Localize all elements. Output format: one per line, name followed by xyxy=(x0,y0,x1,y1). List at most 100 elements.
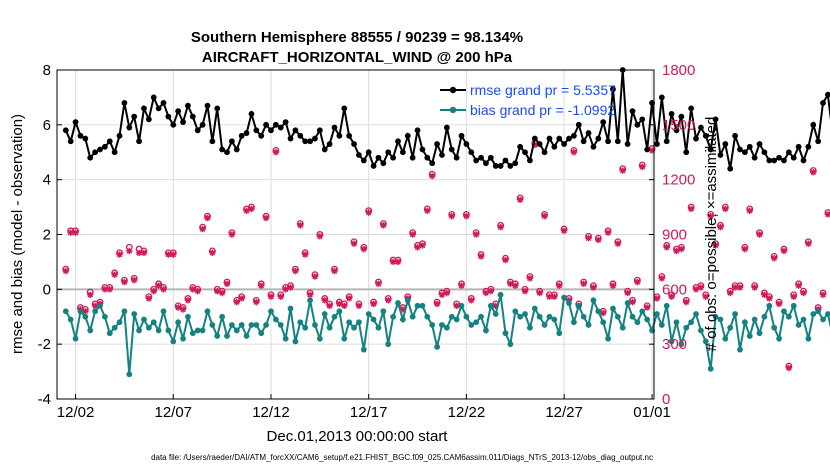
obs-assimilated-point xyxy=(370,300,377,308)
bias-point xyxy=(717,316,724,323)
bias-point xyxy=(683,324,690,331)
obs-assimilated-point xyxy=(687,205,695,213)
obs-assimilated-point xyxy=(443,289,451,297)
bias-point xyxy=(790,302,797,309)
bias-point xyxy=(678,341,685,348)
bias-point xyxy=(639,308,646,315)
obs-assimilated-point xyxy=(228,231,236,238)
bias-point xyxy=(62,308,69,315)
rmse-point xyxy=(614,138,621,145)
obs-assimilated-point xyxy=(448,213,455,220)
x-tick-label: 12/12 xyxy=(252,404,290,421)
y-axis-label-right: # of obs: o=possible; ×=assimilated xyxy=(703,117,720,352)
rmse-point xyxy=(439,152,445,158)
rmse-point xyxy=(741,149,748,156)
rmse-point xyxy=(106,138,113,145)
bias-point xyxy=(331,313,338,320)
rmse-point xyxy=(356,152,362,158)
bias-point xyxy=(658,322,665,328)
rmse-point xyxy=(497,163,504,169)
rmse-point xyxy=(180,119,186,125)
bias-point xyxy=(106,330,113,337)
rmse-point xyxy=(395,138,401,145)
bias-point xyxy=(771,324,778,331)
bias-point xyxy=(341,335,348,342)
rmse-point xyxy=(424,154,431,161)
bias-point xyxy=(624,300,631,306)
bias-point xyxy=(781,308,787,315)
obs-assimilated-point xyxy=(824,211,830,218)
obs-assimilated-point xyxy=(619,167,626,174)
obs-assimilated-point xyxy=(385,297,392,304)
obs-assimilated-point xyxy=(297,222,304,229)
rmse-point xyxy=(825,91,830,98)
rmse-point xyxy=(204,102,211,109)
rmse-point xyxy=(228,138,235,145)
bias-point xyxy=(707,365,714,372)
bias-point xyxy=(825,311,830,317)
bias-point xyxy=(614,313,621,320)
bias-point xyxy=(409,313,416,320)
obs-assimilated-point xyxy=(678,245,685,253)
bias-point xyxy=(253,322,260,328)
bias-point xyxy=(434,344,440,350)
rmse-point xyxy=(551,143,558,150)
bias-point xyxy=(751,316,758,323)
rmse-point xyxy=(785,149,792,156)
rmse-point xyxy=(307,138,313,145)
bias-point xyxy=(101,313,108,320)
bias-point xyxy=(82,313,89,320)
y-tick-label: 2 xyxy=(43,227,51,244)
bias-point xyxy=(292,338,299,345)
bias-point xyxy=(180,335,186,342)
rmse-point xyxy=(629,108,636,115)
rmse-point xyxy=(678,113,685,120)
obs-assimilated-point xyxy=(170,251,177,258)
rmse-point xyxy=(219,146,226,153)
obs-assimilated-point xyxy=(62,267,69,275)
rmse-point xyxy=(375,154,382,161)
obs-assimilated-point xyxy=(521,287,529,295)
bias-point xyxy=(370,316,377,323)
rmse-point xyxy=(815,138,822,145)
rmse-point xyxy=(316,127,323,134)
obs-assimilated-point xyxy=(722,205,729,213)
y-axis-left-ticks: -4 -2 0 2 4 6 8 xyxy=(38,62,62,408)
bias-point xyxy=(702,338,709,345)
bias-point xyxy=(380,308,387,315)
rmse-point xyxy=(131,113,138,120)
obs-assimilated-point xyxy=(306,291,314,299)
rmse-point xyxy=(483,160,489,167)
bias-point xyxy=(512,308,519,315)
obs-assimilated-point xyxy=(326,302,333,309)
rmse-series xyxy=(62,67,830,172)
bias-point xyxy=(453,316,460,323)
obs-assimilated-point xyxy=(355,302,363,309)
rmse-point xyxy=(712,116,719,123)
bias-point xyxy=(541,322,548,328)
obs-assimilated-point xyxy=(130,276,138,284)
rmse-point xyxy=(336,132,343,139)
obs-assimilated-point xyxy=(624,289,631,297)
bias-point xyxy=(282,335,289,342)
rmse-point xyxy=(463,141,470,147)
obs-assimilated-point xyxy=(790,293,797,300)
bias-point xyxy=(654,311,660,317)
bias-point xyxy=(116,319,123,326)
rmse-point xyxy=(141,105,147,112)
rmse-point xyxy=(268,127,274,134)
bias-point xyxy=(502,330,509,337)
rmse-point xyxy=(536,141,543,147)
obs-assimilated-point xyxy=(507,280,514,288)
rmse-point xyxy=(390,154,397,161)
y-right-tick-label: 900 xyxy=(662,227,687,244)
obs-assimilated-point xyxy=(731,284,739,291)
rmse-point xyxy=(702,132,709,139)
rmse-point xyxy=(756,141,763,147)
rmse-point xyxy=(287,135,294,142)
bias-point xyxy=(385,341,392,348)
y-right-tick-label: 0 xyxy=(662,391,670,408)
rmse-point xyxy=(92,149,99,156)
rmse-point xyxy=(277,124,284,131)
